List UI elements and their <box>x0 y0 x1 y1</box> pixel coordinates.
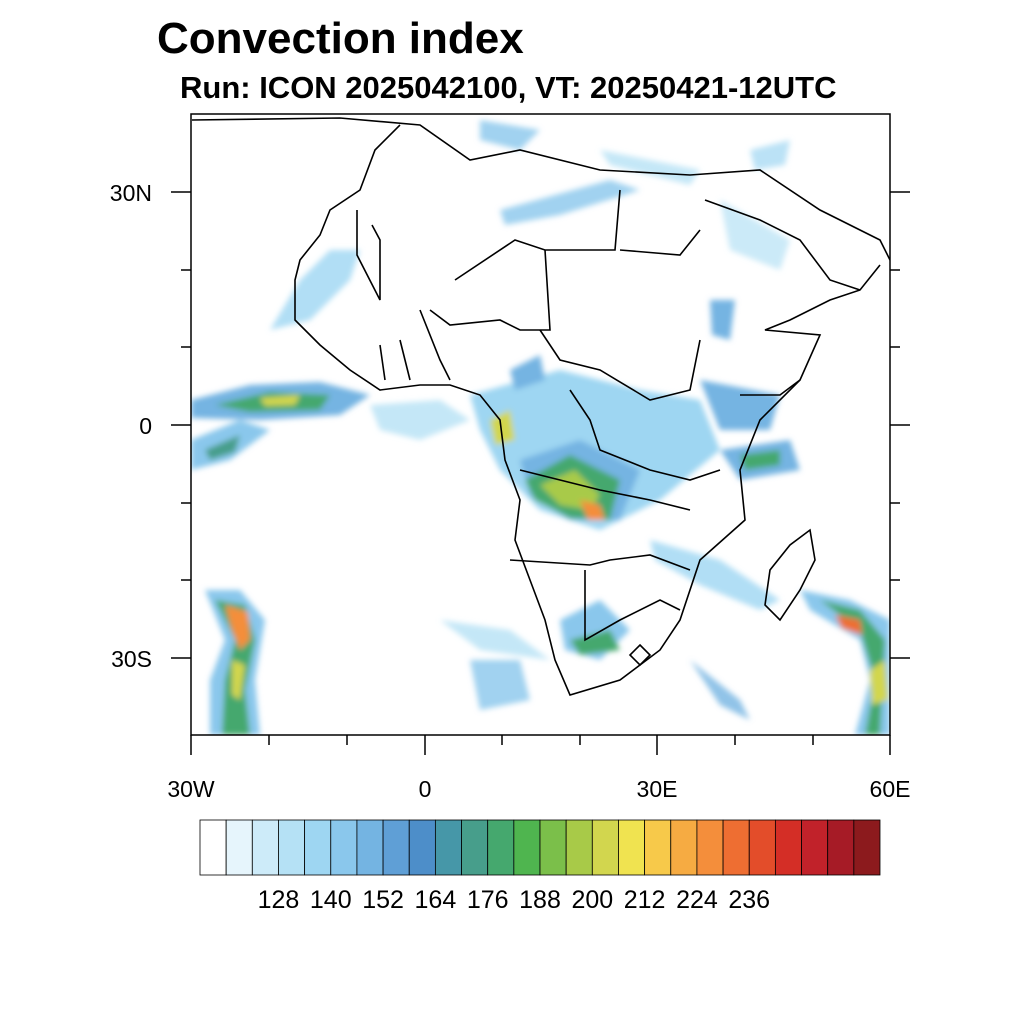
colorbar-swatch <box>853 819 881 876</box>
colorbar-swatch <box>618 819 646 876</box>
colorbar-swatch <box>670 819 698 876</box>
colorbar-swatch <box>591 819 619 876</box>
lat-label-30n: 30N <box>109 180 152 206</box>
colorbar-label: 224 <box>676 886 718 914</box>
colorbar-swatch <box>644 819 672 876</box>
chart-title: Convection index <box>157 14 524 63</box>
colorbar-label: 176 <box>466 886 509 914</box>
colorbar-swatch <box>304 819 332 876</box>
colorbar-swatch <box>539 819 567 876</box>
colorbar-label: 188 <box>519 886 561 914</box>
chart-subtitle: Run: ICON 2025042100, VT: 20250421-12UTC <box>180 70 837 105</box>
lon-label-30w: 30W <box>167 776 215 802</box>
colorbar-label: 152 <box>362 886 404 914</box>
colorbar-swatch <box>487 819 515 876</box>
coastlines <box>191 117 890 696</box>
colorbar-swatch <box>748 819 776 876</box>
colorbar-swatch <box>461 819 489 876</box>
colorbar-swatch <box>408 819 436 876</box>
lon-label-0: 0 <box>418 776 432 802</box>
colorbar-label: 128 <box>257 886 300 914</box>
colorbar-swatch <box>278 819 306 876</box>
colorbar-swatch <box>827 819 855 876</box>
colorbar-label: 164 <box>414 886 457 914</box>
lat-label-0: 0 <box>139 413 152 439</box>
convection-field <box>191 120 890 735</box>
colorbar-swatch <box>199 819 227 876</box>
lon-label-30e: 30E <box>636 776 678 802</box>
colorbar-swatch <box>722 819 750 876</box>
colorbar-label: 236 <box>728 886 771 914</box>
lat-label-30s: 30S <box>111 646 152 672</box>
colorbar-swatch <box>801 819 829 876</box>
colorbar-swatch <box>356 819 384 876</box>
axis-ticks <box>171 191 910 755</box>
colorbar-label: 212 <box>623 886 666 914</box>
colorbar-label: 140 <box>309 886 352 914</box>
colorbar-swatch <box>513 819 541 876</box>
colorbar-swatch <box>251 819 279 876</box>
colorbar-swatch <box>696 819 724 876</box>
colorbar-swatch <box>382 819 410 876</box>
colorbar-swatch <box>434 819 462 876</box>
colorbar-label: 200 <box>571 886 614 914</box>
colorbar-swatch <box>330 819 358 876</box>
lon-label-60e: 60E <box>869 776 911 802</box>
colorbar-swatch <box>225 819 253 876</box>
colorbar-swatch <box>774 819 802 876</box>
colorbar-swatch <box>565 819 593 876</box>
